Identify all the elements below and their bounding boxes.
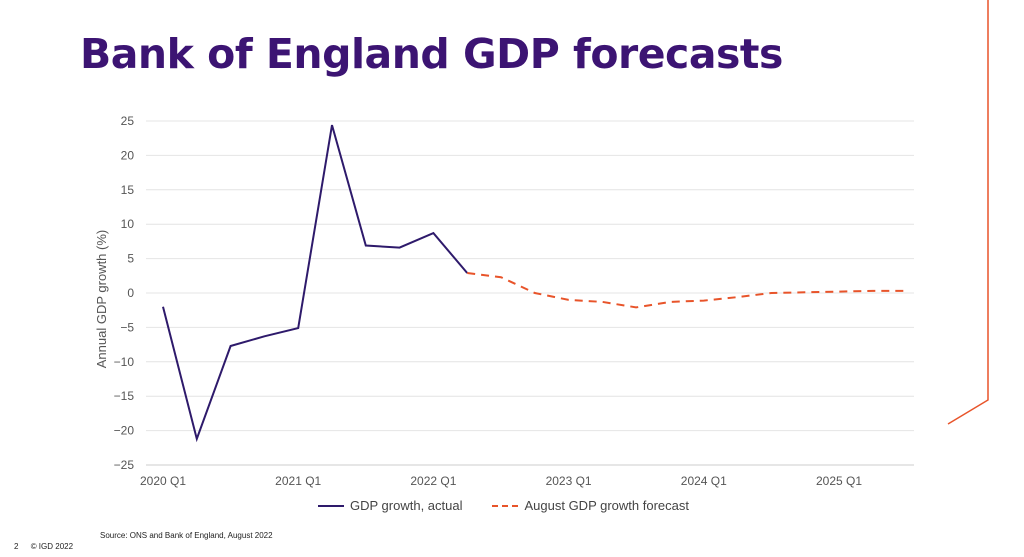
y-tick-label: 5 <box>127 252 134 266</box>
series-line-actual <box>162 124 468 443</box>
x-tick-label: 2022 Q1 <box>410 474 456 488</box>
x-tick-label: 2021 Q1 <box>275 474 321 488</box>
y-axis-ticks: 25 20 15 10 5 0 −5 −10 −15 −20 −25 <box>114 114 135 472</box>
page-number: 2 <box>14 542 19 551</box>
x-tick-label: 2020 Q1 <box>140 474 186 488</box>
y-tick-label: −15 <box>114 389 135 403</box>
page-footer: 2 © IGD 2022 <box>14 542 83 551</box>
legend-item-forecast: August GDP growth forecast <box>492 498 689 513</box>
legend-label-actual: GDP growth, actual <box>350 498 463 513</box>
y-tick-label: −10 <box>114 355 135 369</box>
accent-line <box>947 0 989 425</box>
source-note: Source: ONS and Bank of England, August … <box>100 531 273 540</box>
y-tick-label: −5 <box>120 320 134 334</box>
gridlines <box>146 120 914 466</box>
legend-swatch-forecast <box>492 504 519 507</box>
chart-legend: GDP growth, actual August GDP growth for… <box>318 498 719 513</box>
y-axis-label: Annual GDP growth (%) <box>94 230 109 369</box>
y-tick-label: 0 <box>127 286 134 300</box>
copyright: © IGD 2022 <box>30 542 74 551</box>
y-tick-label: 15 <box>121 183 135 197</box>
page-title: Bank of England GDP forecasts <box>80 30 783 78</box>
y-tick-label: 10 <box>121 217 135 231</box>
y-tick-label: −20 <box>114 424 135 438</box>
series-lines <box>162 124 907 443</box>
x-tick-label: 2025 Q1 <box>816 474 862 488</box>
legend-item-actual: GDP growth, actual <box>318 498 462 513</box>
legend-swatch-actual <box>318 504 344 507</box>
y-tick-label: 20 <box>121 148 135 162</box>
legend-label-forecast: August GDP growth forecast <box>524 498 689 513</box>
x-tick-label: 2024 Q1 <box>681 474 727 488</box>
series-line-forecast <box>467 272 907 309</box>
y-tick-label: −25 <box>114 458 135 472</box>
x-axis-ticks: 2020 Q1 2021 Q1 2022 Q1 2023 Q1 2024 Q1 2025 … <box>140 474 862 488</box>
x-tick-label: 2023 Q1 <box>546 474 592 488</box>
y-tick-label: 25 <box>121 114 135 128</box>
